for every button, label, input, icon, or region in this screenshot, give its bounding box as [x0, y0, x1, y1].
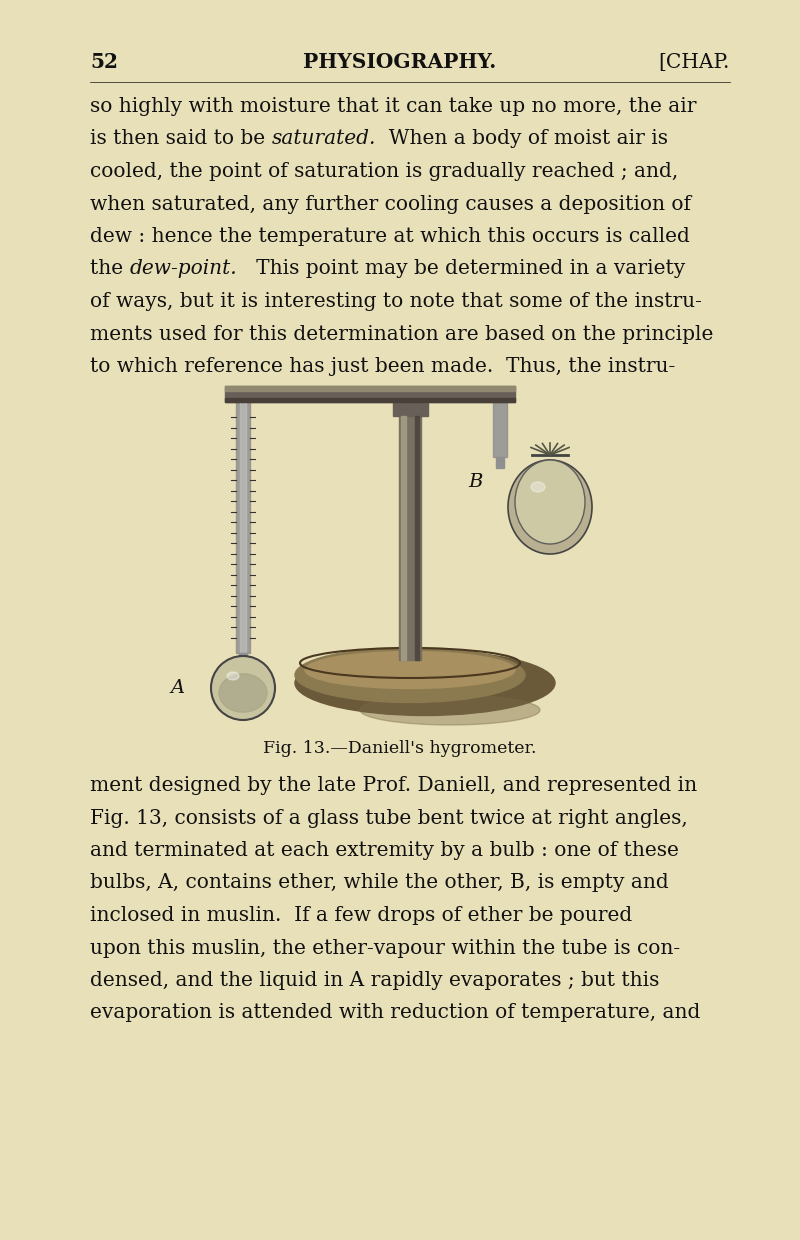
- Text: PHYSIOGRAPHY.: PHYSIOGRAPHY.: [303, 52, 497, 72]
- Text: the: the: [90, 259, 130, 279]
- Text: and terminated at each extremity by a bulb : one of these: and terminated at each extremity by a bu…: [90, 841, 679, 861]
- Ellipse shape: [219, 673, 267, 712]
- Bar: [225, 386, 515, 402]
- Text: when saturated, any further cooling causes a deposition of: when saturated, any further cooling caus…: [90, 195, 691, 213]
- Text: so highly with moisture that it can take up no more, the air: so highly with moisture that it can take…: [90, 97, 697, 117]
- Text: is then said to be: is then said to be: [90, 129, 271, 149]
- Text: When a body of moist air is: When a body of moist air is: [376, 129, 668, 149]
- Text: dew : hence the temperature at which this occurs is called: dew : hence the temperature at which thi…: [90, 227, 690, 246]
- Text: inclosed in muslin.  If a few drops of ether be poured: inclosed in muslin. If a few drops of et…: [90, 906, 632, 925]
- Bar: [496, 458, 504, 467]
- Text: 52: 52: [90, 52, 118, 72]
- Text: densed, and the liquid in A rapidly evaporates ; but this: densed, and the liquid in A rapidly evap…: [90, 971, 659, 990]
- Text: ment designed by the late Prof. Daniell, and represented in: ment designed by the late Prof. Daniell,…: [90, 776, 697, 795]
- Bar: [225, 386, 515, 391]
- Text: cooled, the point of saturation is gradually reached ; and,: cooled, the point of saturation is gradu…: [90, 162, 678, 181]
- Bar: [401, 415, 406, 660]
- Text: [CHAP.: [CHAP.: [658, 53, 730, 72]
- Text: Fig. 13.—Daniell's hygrometer.: Fig. 13.—Daniell's hygrometer.: [263, 740, 537, 756]
- Text: bulbs, A, contains ether, while the other, B, is empty and: bulbs, A, contains ether, while the othe…: [90, 873, 669, 893]
- Ellipse shape: [515, 460, 585, 544]
- Bar: [493, 402, 507, 458]
- Bar: [415, 415, 419, 660]
- Ellipse shape: [508, 460, 592, 554]
- Ellipse shape: [305, 651, 515, 688]
- Text: evaporation is attended with reduction of temperature, and: evaporation is attended with reduction o…: [90, 1003, 700, 1023]
- Bar: [240, 402, 246, 653]
- Ellipse shape: [360, 694, 540, 725]
- Bar: [239, 653, 247, 661]
- Circle shape: [211, 656, 275, 720]
- Text: ments used for this determination are based on the principle: ments used for this determination are ba…: [90, 325, 714, 343]
- Bar: [393, 394, 428, 415]
- Bar: [236, 402, 250, 653]
- Bar: [399, 415, 421, 660]
- Text: upon this muslin, the ether-vapour within the tube is con-: upon this muslin, the ether-vapour withi…: [90, 939, 680, 957]
- Ellipse shape: [227, 672, 239, 680]
- Ellipse shape: [295, 647, 525, 703]
- Text: Fig. 13, consists of a glass tube bent twice at right angles,: Fig. 13, consists of a glass tube bent t…: [90, 808, 688, 827]
- Text: of ways, but it is interesting to note that some of the instru-: of ways, but it is interesting to note t…: [90, 291, 702, 311]
- Text: This point may be determined in a variety: This point may be determined in a variet…: [237, 259, 686, 279]
- Text: saturated.: saturated.: [271, 129, 376, 149]
- Text: B: B: [468, 472, 482, 491]
- Text: dew-point.: dew-point.: [130, 259, 237, 279]
- Text: A: A: [171, 680, 185, 697]
- Text: to which reference has just been made.  Thus, the instru-: to which reference has just been made. T…: [90, 357, 675, 376]
- Ellipse shape: [295, 651, 555, 715]
- Bar: [225, 398, 515, 402]
- Ellipse shape: [531, 482, 545, 492]
